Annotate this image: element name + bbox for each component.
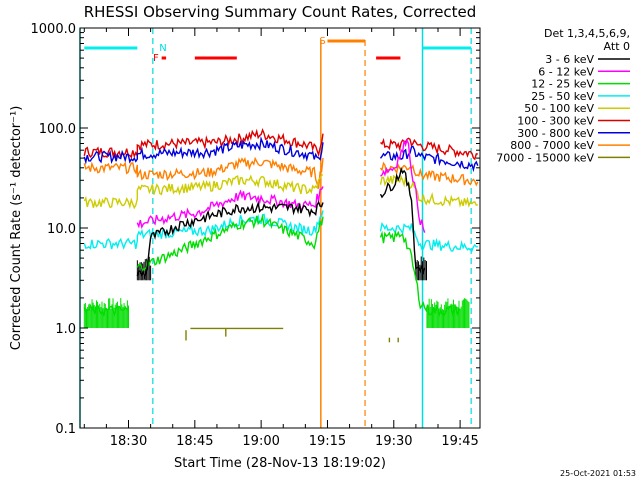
series-50-100-line <box>379 174 478 208</box>
series-800-7000-line <box>83 156 324 189</box>
x-tick-label: 18:45 <box>176 434 213 449</box>
y-tick-label: 10.0 <box>47 222 76 237</box>
legend-25-50-label: 25 - 50 keV <box>531 90 594 103</box>
legend-3-6-label: 3 - 6 keV <box>545 53 594 66</box>
legend-12-25-label: 12 - 25 keV <box>531 78 594 91</box>
series-50-100-line <box>83 174 324 210</box>
x-tick-label: 19:45 <box>441 434 478 449</box>
x-tick-label: 19:15 <box>309 434 346 449</box>
series-3-6-line <box>379 166 426 275</box>
legend-800-7000-label: 800 - 7000 keV <box>510 139 594 152</box>
legend-300-800-label: 300 - 800 keV <box>517 127 594 140</box>
series-300-800-line <box>83 136 324 165</box>
legend-7000-15000-label: 7000 - 15000 keV <box>496 151 594 164</box>
x-tick-label: 19:30 <box>375 434 412 449</box>
annotation-label: S <box>319 36 325 47</box>
series-25-50-line <box>379 221 478 252</box>
legend-header-line2: Att 0 <box>604 40 630 53</box>
series-300-800-line <box>379 145 479 173</box>
series-6-12-line <box>380 138 426 233</box>
legend-100-300-label: 100 - 300 keV <box>517 115 594 128</box>
series-100-300-line <box>83 128 324 159</box>
y-tick-label: 100.0 <box>39 122 76 137</box>
legend-50-100-label: 50 - 100 keV <box>524 102 594 115</box>
series-3-6-line <box>136 200 324 280</box>
series-12-25-line <box>379 230 461 318</box>
series-12-25-line <box>136 214 324 273</box>
legend-header-line1: Det 1,3,4,5,6,9, <box>544 27 630 40</box>
x-tick-label: 18:30 <box>110 434 147 449</box>
y-tick-label: 1000.0 <box>31 22 77 37</box>
series-100-300-line <box>380 137 478 161</box>
annotation-label: F <box>153 53 159 64</box>
y-axis-label: Corrected Count Rate (s⁻¹ detector⁻¹) <box>9 106 24 351</box>
legend-6-12-label: 6 - 12 keV <box>538 65 594 78</box>
timestamp: 25-Oct-2021 01:53 <box>560 469 636 478</box>
series-6-12-line <box>136 186 324 230</box>
y-tick-label: 1.0 <box>55 322 76 337</box>
series-25-50-line <box>83 210 324 250</box>
chart-title: RHESSI Observing Summary Count Rates, Co… <box>84 3 477 21</box>
axes: 0.1 1.0 10.0 100.0 1000.0 18:30 18:45 19:00 19:1… <box>31 22 481 449</box>
series-800-7000-line <box>379 161 479 187</box>
plot-area: FN S <box>79 28 479 428</box>
series-12-25-line <box>83 303 130 318</box>
x-axis-label: Start Time (28-Nov-13 18:19:02) <box>174 456 386 471</box>
y-tick-label: 0.1 <box>55 422 76 437</box>
x-tick-label: 19:00 <box>242 434 279 449</box>
annotation-label: N <box>159 43 166 54</box>
